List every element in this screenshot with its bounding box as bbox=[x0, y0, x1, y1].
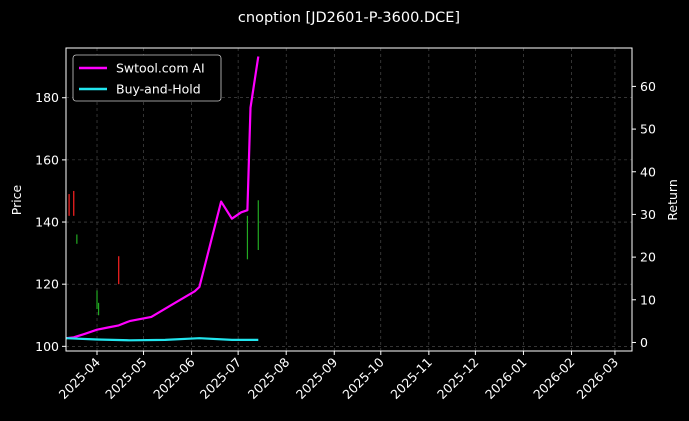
y2-tick-label: 40 bbox=[640, 164, 656, 179]
series-line bbox=[65, 56, 260, 340]
y2-tick-label: 30 bbox=[640, 207, 656, 222]
series-lines bbox=[65, 56, 260, 342]
y2-tick-label: 50 bbox=[640, 122, 656, 137]
y-tick-label: 180 bbox=[35, 90, 59, 105]
y2-axis-label: Return bbox=[665, 179, 680, 220]
y-tick-label: 140 bbox=[35, 215, 59, 230]
legend-label: Buy-and-Hold bbox=[116, 82, 201, 97]
series-line bbox=[65, 337, 259, 342]
legend: Swtool.com AI Buy-and-Hold bbox=[72, 54, 222, 102]
y2-tick-label: 60 bbox=[640, 79, 656, 94]
grid bbox=[66, 48, 632, 351]
y-tick-label: 160 bbox=[35, 152, 59, 167]
y-tick-label: 100 bbox=[35, 339, 59, 354]
y-tick-label: 120 bbox=[35, 277, 59, 292]
y-axis-left: 100 120 140 160 180 bbox=[35, 90, 66, 354]
legend-box bbox=[72, 54, 222, 102]
legend-label: Swtool.com AI bbox=[116, 61, 205, 76]
y-axis-label: Price bbox=[9, 184, 24, 215]
y2-tick-label: 20 bbox=[640, 250, 656, 265]
plot-frame bbox=[65, 47, 633, 352]
y2-tick-label: 0 bbox=[640, 335, 648, 350]
candles bbox=[68, 190, 259, 316]
chart-title: cnoption [JD2601-P-3600.DCE] bbox=[238, 10, 460, 26]
y-axis-right: 0 10 20 30 40 50 60 bbox=[632, 79, 656, 350]
y2-tick-label: 10 bbox=[640, 292, 656, 307]
